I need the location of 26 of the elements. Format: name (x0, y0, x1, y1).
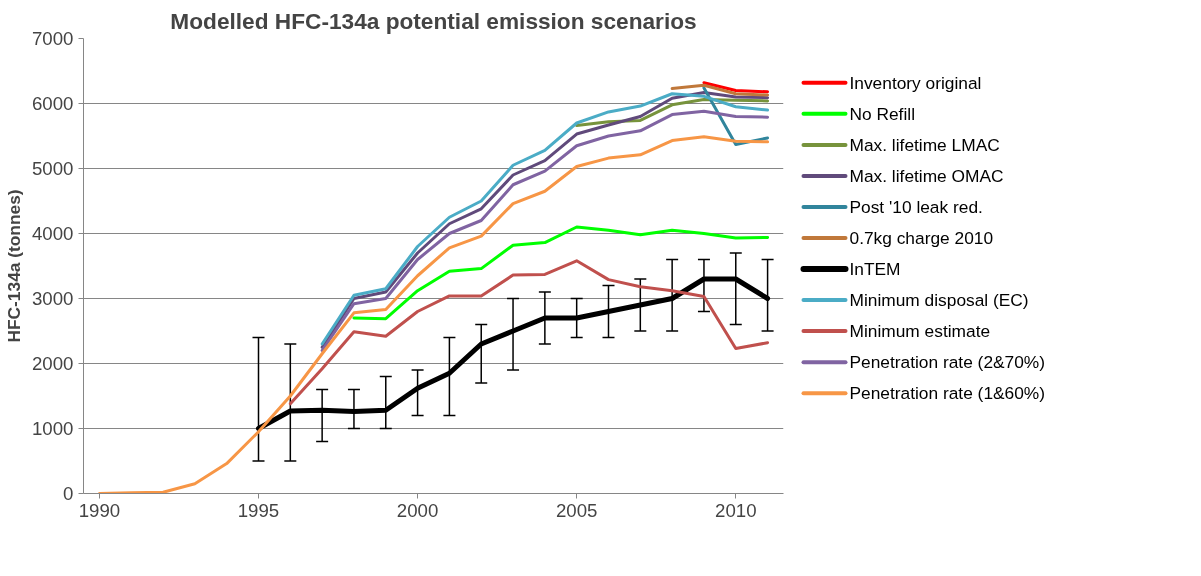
legend-label: 0.7kg charge 2010 (849, 228, 994, 249)
legend-label: Max. lifetime OMAC (849, 165, 1004, 186)
y-tick-label: 4000 (32, 223, 74, 244)
legend-label: No Refill (849, 103, 915, 124)
x-tick-label: 1990 (78, 499, 121, 521)
legend-label: Penetration rate (2&70%) (849, 352, 1046, 373)
legend-label: InTEM (849, 259, 901, 280)
chart-title: Modelled HFC-134a potential emission scenarios (170, 7, 697, 34)
y-tick-label: 0 (63, 483, 74, 504)
legend-label: Penetration rate (1&60%) (849, 383, 1046, 404)
x-tick-label: 1995 (237, 499, 280, 521)
y-tick-label: 2000 (32, 353, 74, 374)
legend-label: Post '10 leak red. (849, 196, 983, 217)
legend-label: Minimum estimate (849, 321, 991, 342)
legend-label: Inventory original (849, 72, 982, 93)
y-tick-label: 7000 (32, 28, 74, 49)
y-tick-label: 6000 (32, 93, 74, 114)
legend-label: Max. lifetime LMAC (849, 134, 1000, 155)
x-tick-label: 2005 (555, 499, 598, 521)
legend-label: Minimum disposal (EC) (849, 290, 1029, 311)
y-tick-label: 1000 (32, 418, 74, 439)
x-tick-label: 2000 (396, 499, 439, 521)
y-tick-label: 3000 (32, 288, 74, 309)
y-tick-label: 5000 (32, 158, 74, 179)
x-tick-label: 2010 (715, 499, 757, 521)
y-axis-title: HFC-134a (tonnes) (4, 189, 24, 343)
